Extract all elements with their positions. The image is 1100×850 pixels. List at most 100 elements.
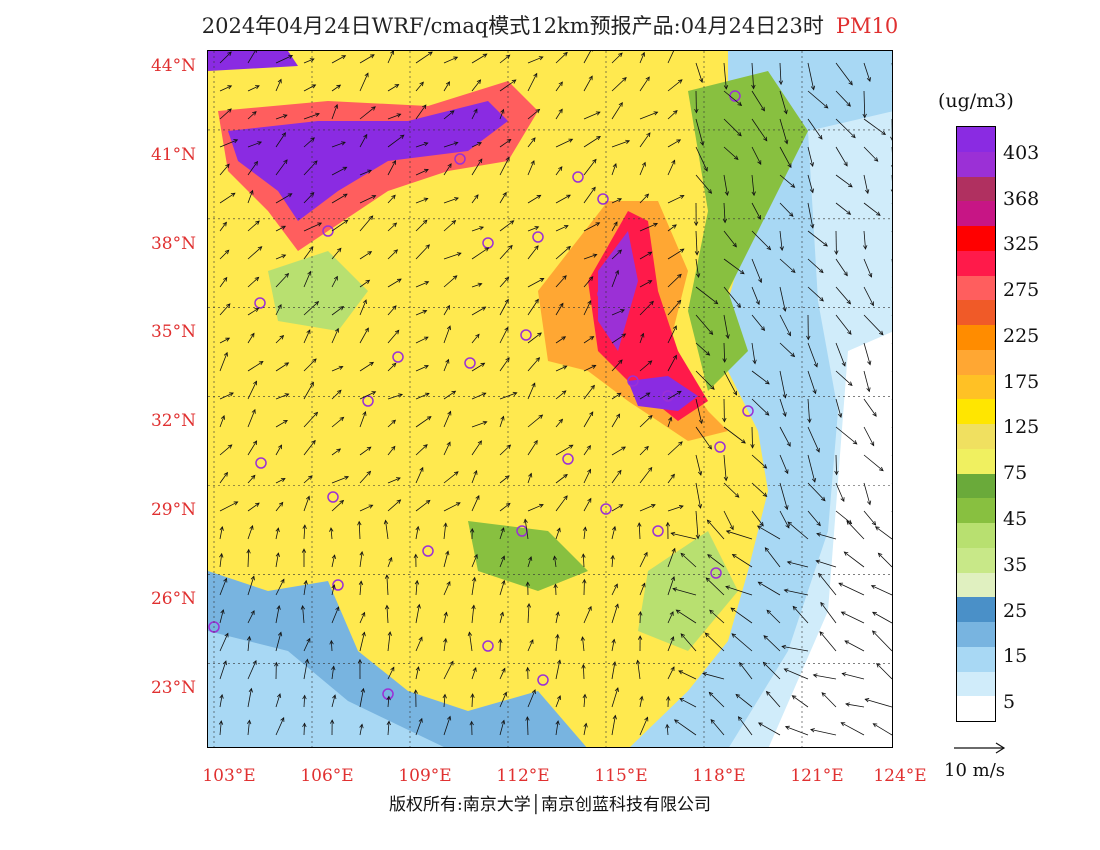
wind-vector (359, 611, 366, 624)
wind-vector (527, 556, 533, 568)
wind-vector (219, 609, 225, 624)
wind-vector (758, 722, 781, 736)
wind-vector (807, 258, 824, 274)
wind-vector (527, 194, 542, 204)
wind-vector (695, 146, 708, 172)
wind-vector (359, 327, 369, 344)
colorbar-swatch (957, 671, 995, 697)
wind-vector (471, 226, 485, 232)
wind-vector (300, 604, 306, 624)
wind-vector (639, 300, 654, 316)
wind-vector (639, 76, 650, 92)
wind-vector (583, 222, 601, 232)
wind-vector (219, 51, 232, 64)
wind-vector (219, 192, 236, 204)
city-marker (322, 225, 334, 237)
wind-vector (219, 693, 224, 708)
wind-vector (723, 482, 740, 498)
colorbar-swatch (957, 622, 995, 647)
wind-vector (807, 454, 817, 483)
wind-vector (470, 693, 475, 708)
wind-vector (359, 169, 372, 176)
lat-label-41: 41°N (150, 145, 196, 165)
wind-vector (667, 194, 685, 204)
wind-vector (471, 142, 482, 148)
wind-vector (331, 475, 350, 484)
wind-vector (415, 104, 427, 120)
wind-vector (791, 695, 809, 708)
wind-vector (359, 195, 377, 204)
wind-vector (331, 84, 342, 92)
wind-vector (555, 611, 560, 624)
wind-vector (611, 249, 623, 260)
wind-vector (739, 662, 753, 680)
wind-vector (667, 110, 678, 120)
wind-vector (611, 469, 622, 484)
wind-vector (751, 398, 770, 416)
wind-vector (611, 714, 617, 736)
wind-vector (523, 518, 529, 540)
wind-vector (303, 246, 314, 260)
wind-vector (387, 194, 396, 204)
wind-vector (667, 390, 682, 400)
wind-vector (555, 390, 567, 400)
wind-vector (275, 254, 287, 260)
wind-vector (835, 146, 848, 167)
wind-vector (779, 482, 789, 511)
wind-vector (555, 444, 574, 456)
wind-vector (863, 146, 879, 162)
wind-vector (303, 137, 315, 148)
wind-vector (331, 55, 347, 64)
wind-vector (303, 160, 318, 176)
wind-vector (331, 584, 336, 596)
wind-vector (275, 527, 280, 540)
wind-vector (835, 62, 853, 86)
wind-vector (331, 275, 338, 288)
wind-vector (275, 159, 288, 176)
colorbar-label: 403 (1003, 142, 1040, 164)
wind-vector (387, 113, 402, 120)
wind-vector (387, 51, 395, 64)
wind-vector (835, 314, 852, 335)
wind-vector (695, 62, 704, 83)
wind-vector (303, 439, 316, 456)
wind-vector (639, 360, 653, 372)
city-marker (714, 441, 726, 453)
wind-vector (442, 693, 447, 708)
wind-vector (665, 723, 670, 736)
wind-vector (863, 118, 886, 136)
colorbar-swatch (957, 448, 995, 474)
wind-vector (443, 304, 450, 316)
wind-vector (807, 146, 815, 168)
wind-vector (219, 444, 233, 456)
city-marker (627, 375, 639, 387)
wind-vector (331, 219, 349, 232)
wind-vector (834, 454, 839, 476)
city-marker (382, 688, 394, 700)
wind-vector (582, 526, 588, 540)
wind-vector (583, 384, 595, 400)
wind-vector (331, 193, 348, 204)
wind-vector (386, 695, 391, 708)
wind-vector (527, 472, 533, 484)
wind-vector (779, 174, 796, 188)
wind-vector (723, 426, 746, 444)
wind-vector (275, 225, 287, 232)
wind-vector (709, 609, 725, 624)
city-marker (482, 640, 494, 652)
wind-vector (499, 579, 506, 596)
wind-reference-label: 10 m/s (944, 760, 1005, 781)
wind-vector (471, 469, 478, 484)
wind-vector (527, 278, 545, 288)
wind-vector (443, 275, 458, 288)
wind-vector (499, 357, 510, 372)
wind-vector (499, 691, 507, 708)
wind-vector (863, 482, 872, 506)
wind-vector (637, 522, 642, 540)
title-text: 2024年04月24日WRF/cmaq模式12km预报产品:04月24日23时 (201, 14, 824, 38)
wind-vector (667, 611, 674, 624)
wind-vector (275, 693, 282, 708)
wind-vector (555, 81, 563, 92)
wind-vector (303, 329, 311, 344)
wind-vector (611, 583, 618, 596)
